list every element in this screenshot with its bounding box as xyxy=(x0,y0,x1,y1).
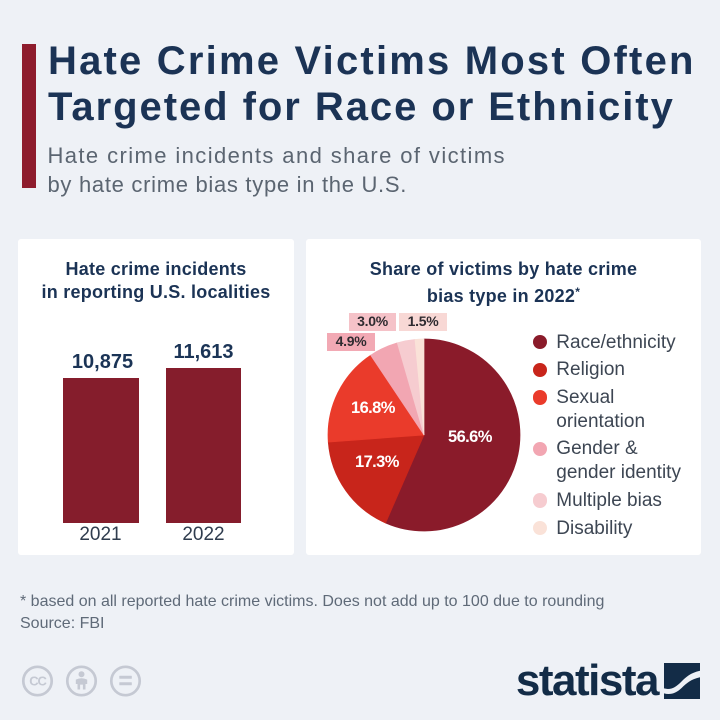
svg-text:CC: CC xyxy=(29,673,47,688)
